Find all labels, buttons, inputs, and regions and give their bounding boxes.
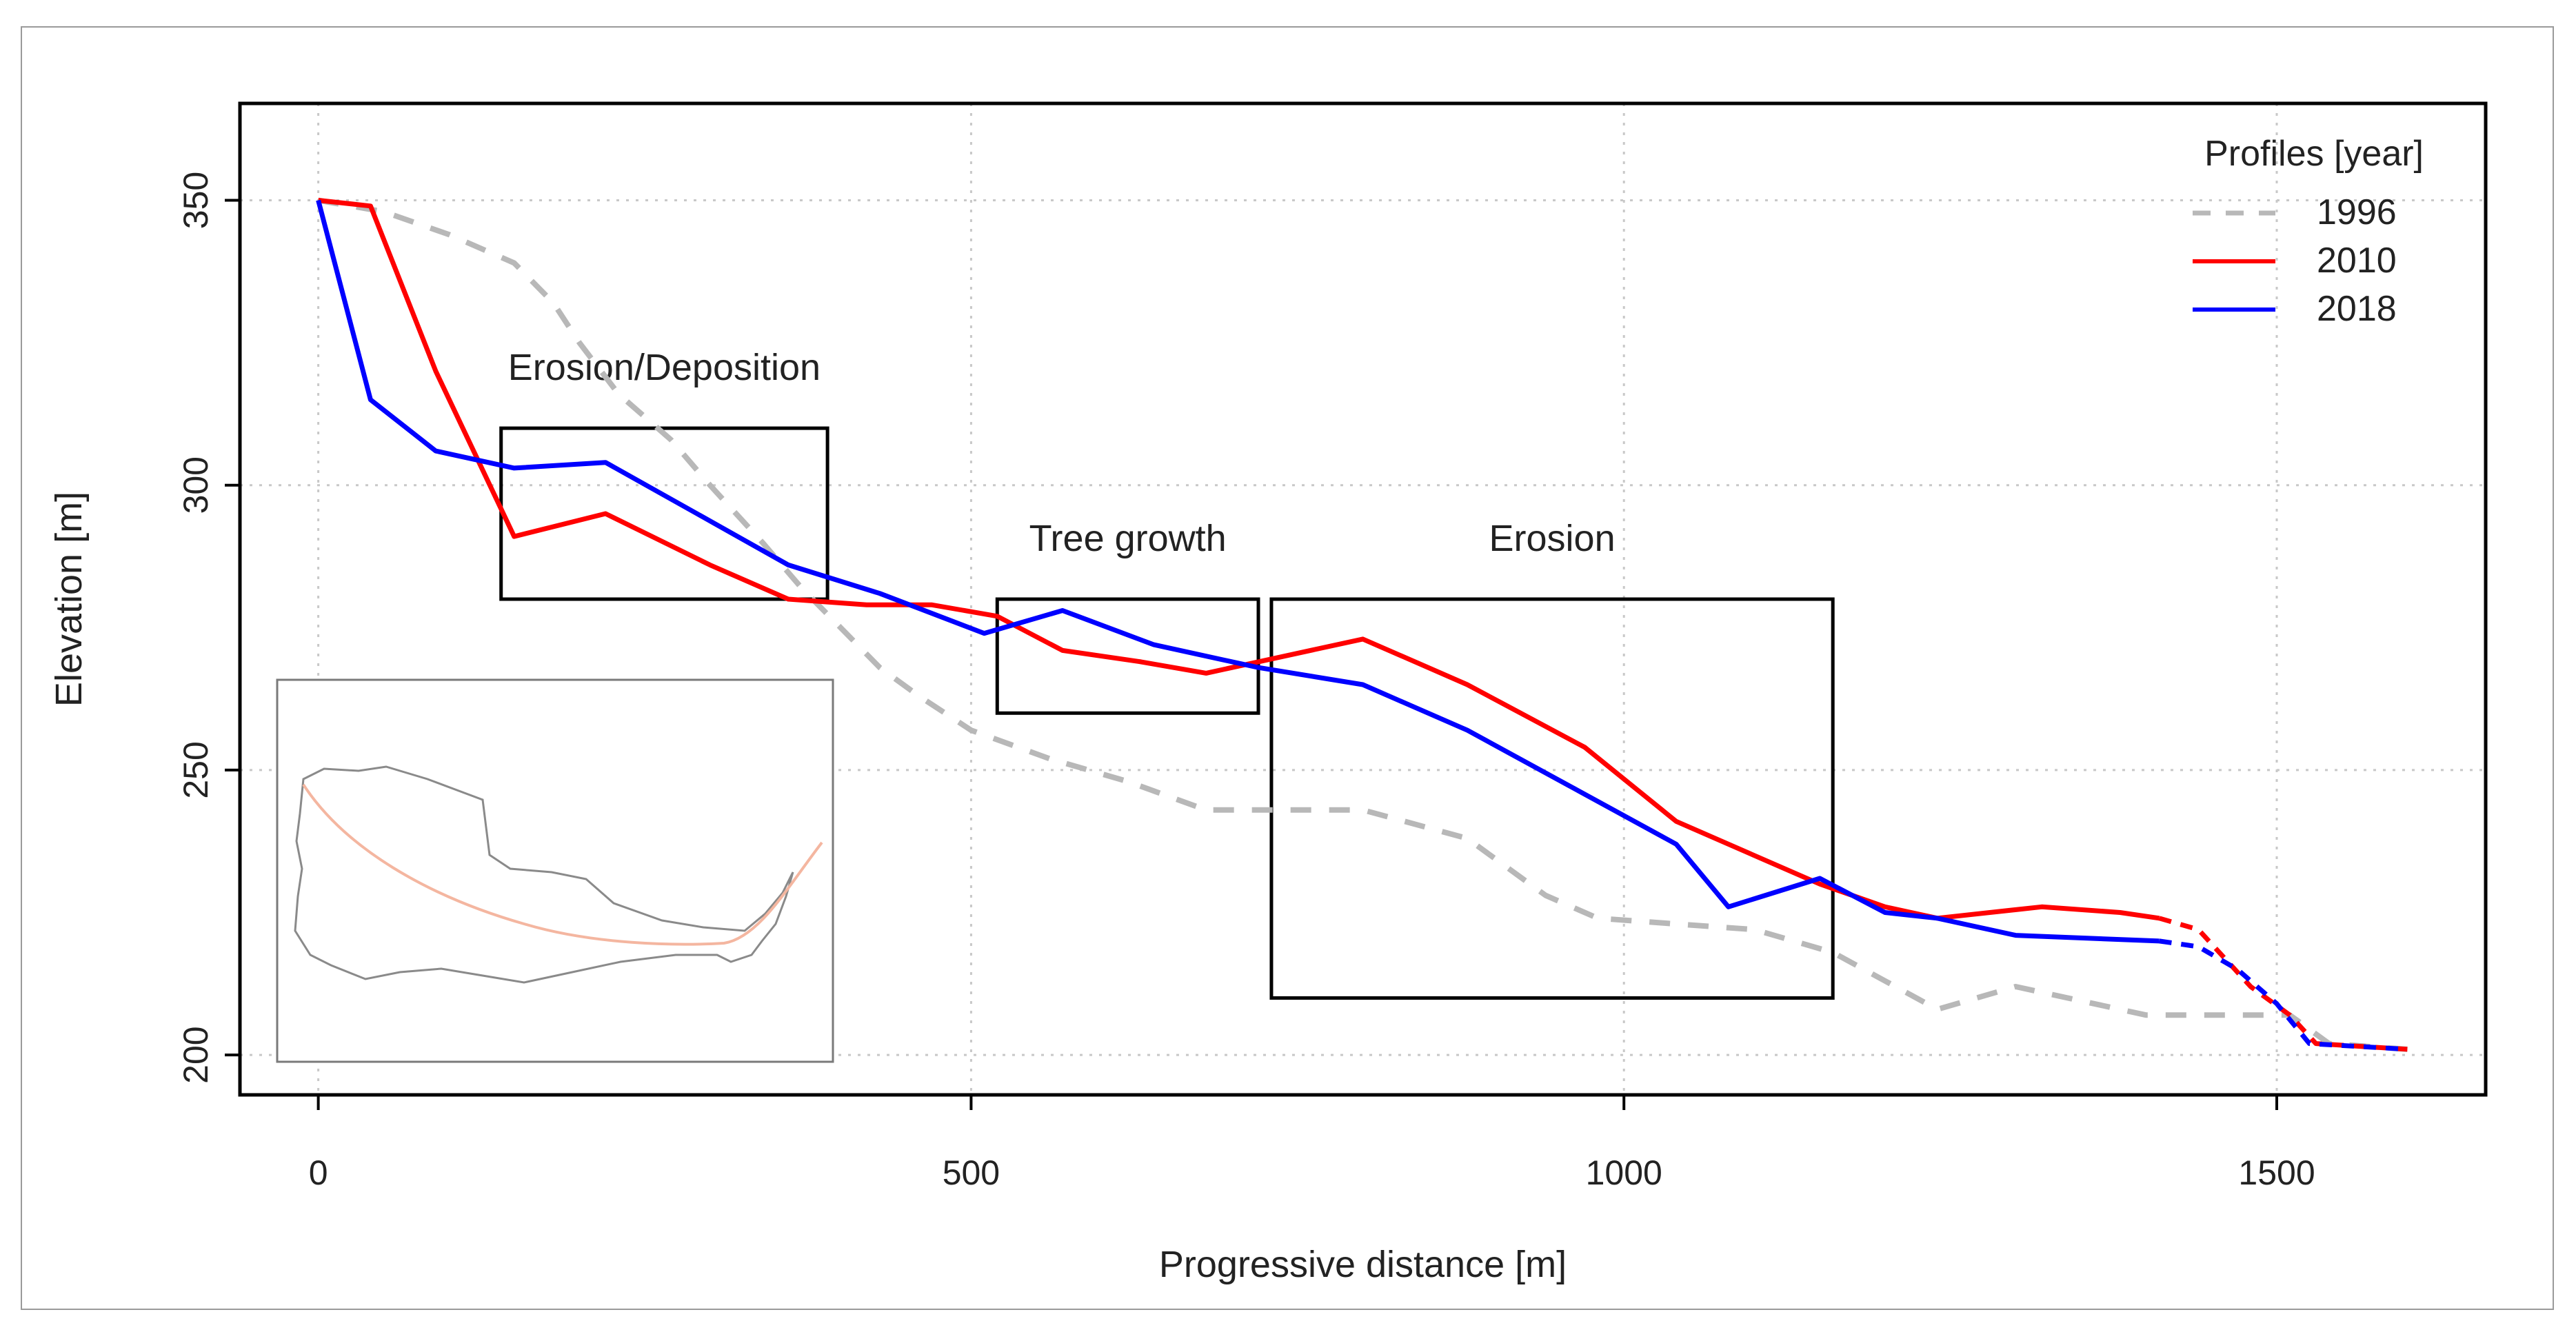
series-line-1996 bbox=[317, 197, 2408, 1052]
y-tick-label: 300 bbox=[177, 456, 215, 514]
series-line-2018 bbox=[316, 199, 2160, 944]
series-line-2010-extension bbox=[2158, 916, 2408, 1052]
annotation-box bbox=[1269, 597, 1835, 1000]
x-tick-label: 500 bbox=[943, 1153, 1000, 1192]
y-axis-label: Elevation [m] bbox=[48, 492, 90, 707]
series-line-2018-extension bbox=[2159, 938, 2408, 1052]
annotation-label: Tree growth bbox=[1029, 518, 1227, 559]
grid bbox=[240, 103, 2486, 1095]
inset-frame bbox=[276, 678, 834, 1063]
legend: Profiles [year] 1996 2010 2018 bbox=[2193, 134, 2424, 329]
series-line-2010 bbox=[318, 198, 2160, 921]
x-tick-label: 0 bbox=[309, 1153, 328, 1192]
annotation-label: Erosion bbox=[1489, 518, 1616, 559]
inset-catchment-map bbox=[276, 678, 834, 1063]
legend-label-2010: 2010 bbox=[2317, 241, 2397, 281]
y-tick-label: 350 bbox=[177, 172, 215, 229]
axes: 0 500 1000 1500 200 250 300 350 Progressive dist… bbox=[48, 101, 2488, 1285]
x-tick-label: 1000 bbox=[1586, 1153, 1662, 1192]
y-tick-label: 200 bbox=[177, 1026, 215, 1083]
series bbox=[316, 197, 2408, 1052]
annotation-label: Erosion/Deposition bbox=[508, 347, 821, 388]
annotation-boxes: Erosion/Deposition Tree growth Erosion bbox=[499, 347, 1835, 1000]
legend-title: Profiles [year] bbox=[2204, 134, 2424, 174]
x-axis-label: Progressive distance [m] bbox=[1159, 1244, 1567, 1285]
legend-label-2018: 2018 bbox=[2317, 289, 2397, 329]
x-tick-label: 1500 bbox=[2238, 1153, 2315, 1192]
inset-channel-line bbox=[302, 783, 823, 946]
annotation-box bbox=[499, 426, 829, 601]
plot-border bbox=[238, 101, 2488, 1097]
y-tick-label: 250 bbox=[177, 741, 215, 798]
legend-label-1996: 1996 bbox=[2317, 192, 2397, 232]
annotation-box bbox=[995, 597, 1260, 715]
inset-catchment-outline bbox=[294, 765, 794, 984]
